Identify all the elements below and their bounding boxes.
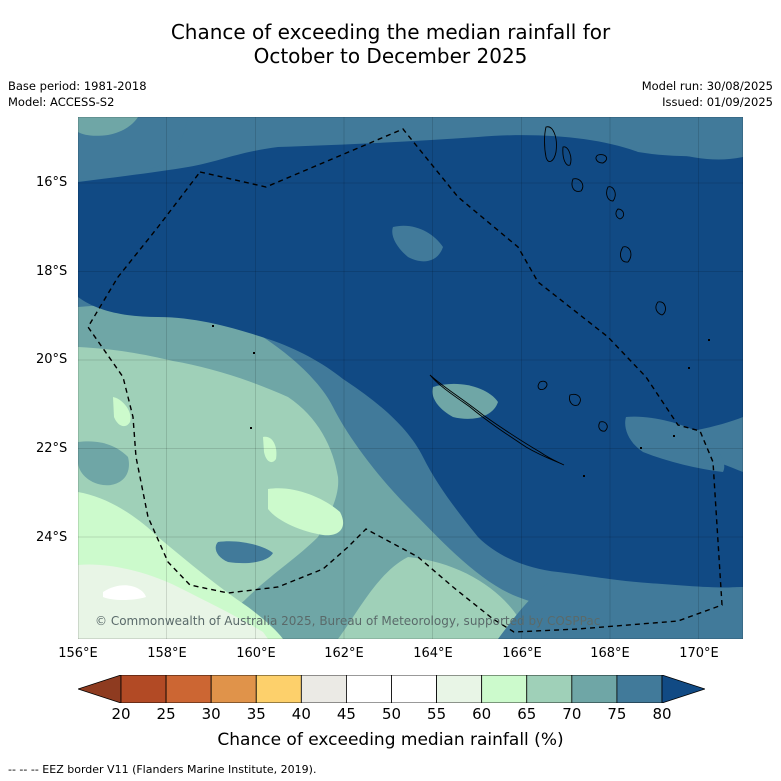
band-80-plus	[78, 135, 743, 588]
base-period: Base period: 1981-2018	[8, 79, 147, 93]
colorbar-tick-label: 80	[652, 705, 672, 723]
band-75-80-isle	[392, 225, 443, 262]
colorbar-box	[481, 675, 528, 703]
chart-title: Chance of exceeding the median rainfall …	[0, 20, 781, 68]
colorbar-tick-label: 55	[427, 705, 447, 723]
title-line-1: Chance of exceeding the median rainfall …	[170, 20, 611, 44]
colorbar-tick-label: 65	[517, 705, 537, 723]
colorbar-box	[346, 675, 392, 703]
meta-left: Base period: 1981-2018 Model: ACCESS-S2	[8, 78, 147, 110]
colorbar-box	[120, 675, 167, 703]
colorbar-extend-low	[78, 675, 122, 703]
lat-label-16s: 16°S	[36, 175, 68, 190]
colorbar-box	[571, 675, 618, 703]
colorbar-box	[391, 675, 437, 703]
band-50-55	[103, 585, 146, 600]
colorbar-tick-label: 75	[607, 705, 627, 723]
vanuatu	[544, 126, 666, 316]
colorbar-tick-label: 20	[111, 705, 131, 723]
band-75-80-topright	[638, 117, 743, 160]
colorbar-tick-label: 70	[562, 705, 582, 723]
colorbar-tick-label: 50	[381, 705, 402, 723]
colorbar-box	[526, 675, 573, 703]
band-75-80-east	[625, 416, 725, 472]
title-line-2: October to December 2025	[253, 44, 528, 68]
colorbar-extend-high	[661, 675, 705, 703]
colorbar-box	[255, 675, 302, 703]
colorbar-box	[436, 675, 483, 703]
lat-label-18s: 18°S	[36, 264, 68, 279]
band-70-75-a	[78, 441, 129, 486]
lon-label-170e: 170°E	[679, 646, 719, 661]
band-75-80-patch	[215, 541, 273, 564]
colorbar-box	[300, 675, 347, 703]
colorbar-tick-label: 40	[291, 705, 311, 723]
lon-label-164e: 164°E	[413, 646, 453, 661]
meta-right: Model run: 30/08/2025 Issued: 01/09/2025	[642, 78, 773, 110]
lat-label-22s: 22°S	[36, 441, 68, 456]
colorbar-box	[165, 675, 212, 703]
lat-label-24s: 24°S	[36, 530, 68, 545]
issued-date: Issued: 01/09/2025	[662, 95, 773, 109]
band-60-65-b	[268, 488, 344, 536]
model-name: Model: ACCESS-S2	[8, 95, 115, 109]
lon-label-162e: 162°E	[324, 646, 364, 661]
colorbar-box	[616, 675, 663, 703]
eez-border	[87, 128, 723, 633]
lon-label-168e: 168°E	[590, 646, 630, 661]
band-75-80-se	[498, 577, 743, 639]
lon-label-160e: 160°E	[236, 646, 276, 661]
grid	[78, 117, 743, 639]
loyalty-islands	[537, 380, 608, 432]
eez-footnote: -- -- -- EEZ border V11 (Flanders Marine…	[8, 763, 317, 776]
map	[78, 117, 743, 639]
copyright-text: © Commonwealth of Australia 2025, Bureau…	[95, 614, 601, 628]
lon-label-158e: 158°E	[147, 646, 187, 661]
band-60-65-c	[113, 397, 131, 427]
colorbar-tick-label: 45	[336, 705, 356, 723]
model-run: Model run: 30/08/2025	[641, 79, 773, 93]
new-caledonia	[429, 374, 565, 466]
colorbar-tick-label: 30	[201, 705, 221, 723]
lon-label-166e: 166°E	[502, 646, 542, 661]
colorbar-box	[210, 675, 257, 703]
colorbar-tick-label: 35	[246, 705, 266, 723]
colorbar-label: Chance of exceeding median rainfall (%)	[217, 730, 564, 750]
band-55-60	[78, 564, 268, 639]
lat-label-20s: 20°S	[36, 352, 68, 367]
colorbar-tick-label: 60	[472, 705, 492, 723]
lon-label-156e: 156°E	[58, 646, 98, 661]
colorbar-tick-label: 25	[156, 705, 176, 723]
colorbar	[78, 675, 705, 703]
band-60-65-d	[263, 436, 277, 463]
band-65-70-b	[338, 557, 520, 639]
band-70-75-top	[78, 117, 138, 136]
